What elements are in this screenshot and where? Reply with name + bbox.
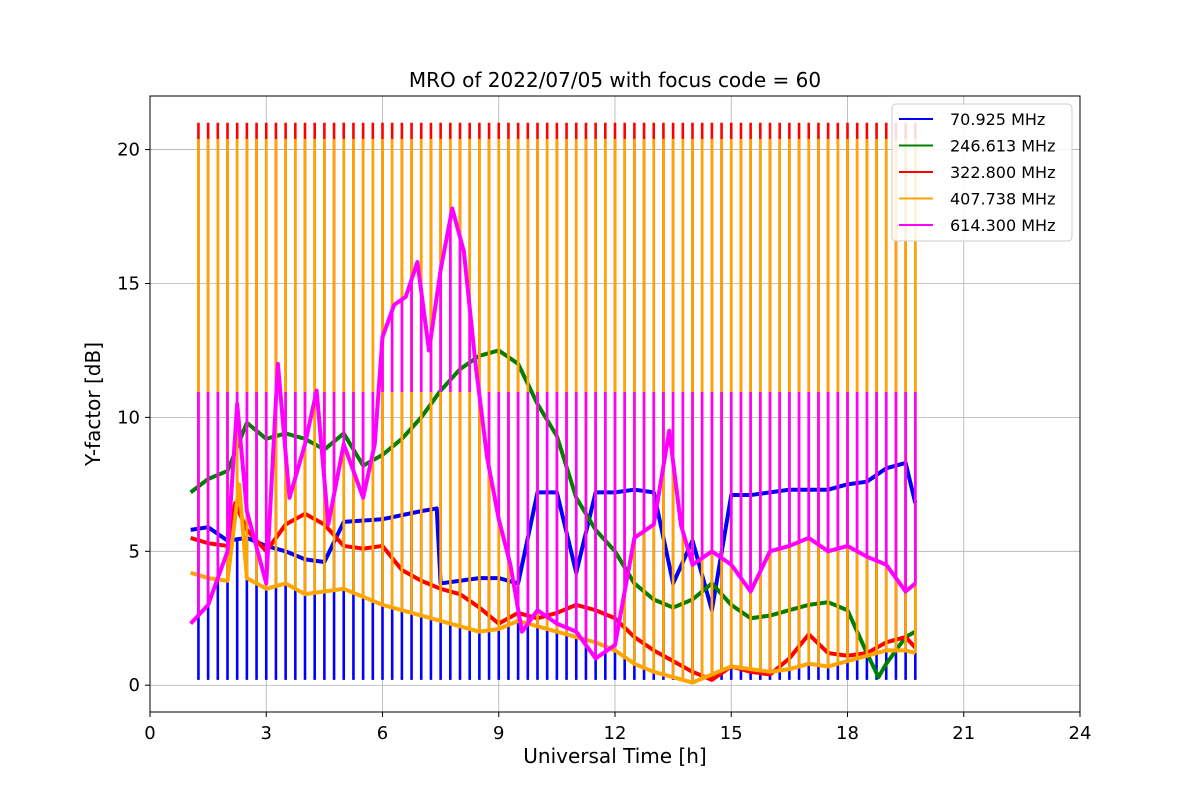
series-line — [189, 206, 917, 661]
legend: 70.925 MHz 246.613 MHz 322.800 MHz 407.738 … — [891, 103, 1073, 242]
x-axis-label: Universal Time [h] — [523, 744, 706, 768]
y-tick-label: 5 — [129, 541, 140, 562]
x-tick-label: 0 — [144, 723, 155, 744]
x-tick-label: 24 — [1069, 723, 1092, 744]
y-tick-label: 20 — [117, 140, 140, 161]
legend-label: 246.613 MHz — [950, 137, 1055, 156]
y-axis-label: Y-factor [dB] — [81, 342, 105, 467]
legend-label: 407.738 MHz — [950, 190, 1055, 209]
x-tick-label: 15 — [720, 723, 743, 744]
legend-label: 614.300 MHz — [950, 216, 1055, 235]
chart-title: MRO of 2022/07/05 with focus code = 60 — [409, 68, 821, 92]
y-tick-label: 15 — [117, 273, 140, 294]
legend-label: 70.925 MHz — [950, 110, 1045, 129]
axis-ticks: 0 3 6 9 12 15 18 21 24 0 5 10 15 20 — [117, 140, 1091, 744]
x-tick-label: 12 — [604, 723, 627, 744]
series-4 — [189, 206, 917, 661]
x-tick-label: 9 — [493, 723, 504, 744]
y-tick-label: 0 — [129, 675, 140, 696]
x-tick-label: 3 — [261, 723, 272, 744]
y-tick-label: 10 — [117, 407, 140, 428]
plot-series — [189, 122, 918, 685]
series-line — [190, 482, 916, 685]
x-tick-label: 21 — [952, 723, 975, 744]
x-tick-label: 18 — [836, 723, 859, 744]
legend-label: 322.800 MHz — [950, 163, 1055, 182]
x-tick-label: 6 — [377, 723, 388, 744]
legend-box — [891, 103, 1073, 242]
